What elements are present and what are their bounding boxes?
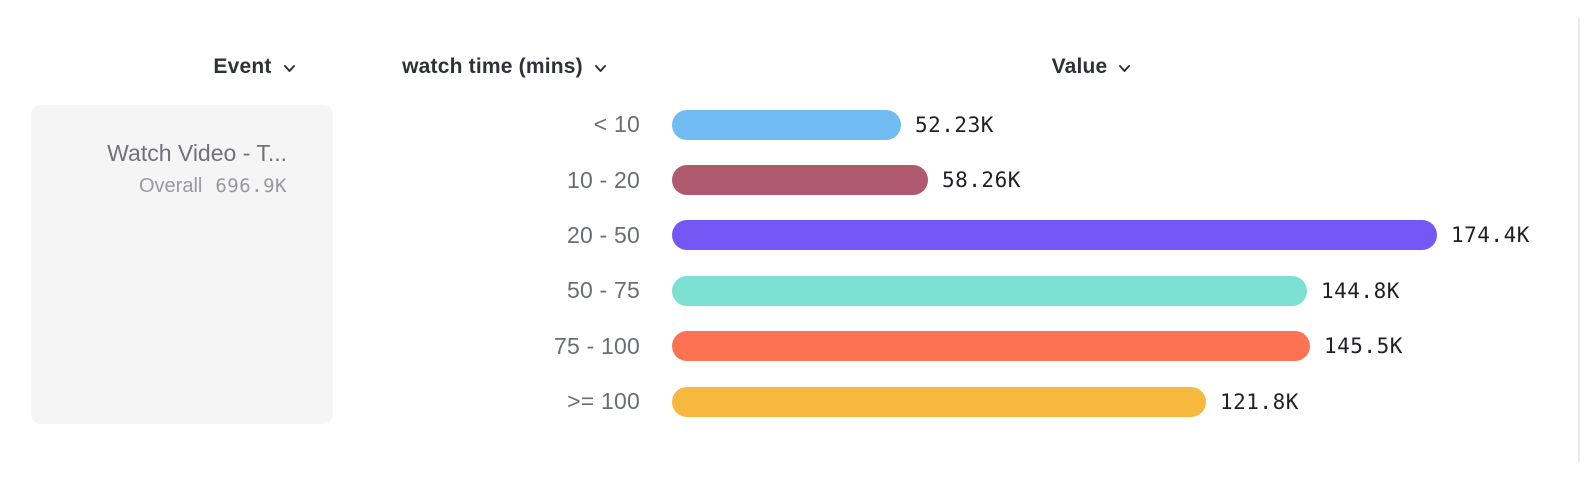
category-label: < 10 <box>593 111 640 138</box>
column-header-value-label: Value <box>1051 55 1108 78</box>
chart-row: < 10 52.23K <box>0 97 1584 152</box>
overall-value: 696.9K <box>215 175 287 197</box>
card-right-border <box>1578 18 1580 462</box>
value-label: 144.8K <box>1321 278 1400 303</box>
category-label: 20 - 50 <box>566 221 640 248</box>
value-label: 145.5K <box>1324 334 1403 359</box>
event-overall-row: Overall 696.9K <box>31 175 287 198</box>
category-label: 50 - 75 <box>566 277 640 304</box>
bar-wrap: 144.8K <box>672 275 1400 306</box>
bar[interactable] <box>672 331 1310 362</box>
category-label: 75 - 100 <box>554 332 640 359</box>
value-label: 58.26K <box>942 168 1021 193</box>
chart-row: 20 - 50 174.4K <box>0 208 1584 263</box>
chart-row: 75 - 100 145.5K <box>0 319 1584 374</box>
chevron-down-icon <box>1117 61 1132 76</box>
chart-row: 50 - 75 144.8K <box>0 263 1584 318</box>
bar-wrap: 145.5K <box>672 331 1403 362</box>
value-label: 174.4K <box>1451 223 1530 248</box>
chart-row: 10 - 20 58.26K <box>0 152 1584 207</box>
bar[interactable] <box>672 109 901 140</box>
column-header-value[interactable]: Value <box>672 53 1512 81</box>
bar-wrap: 52.23K <box>672 109 994 140</box>
column-header-event-label: Event <box>213 55 272 78</box>
column-header-event[interactable]: Event <box>150 53 360 81</box>
bar[interactable] <box>672 165 928 196</box>
chart-rows: < 10 52.23K 10 - 20 58.26K 20 - 50 174.4… <box>0 97 1584 429</box>
chevron-down-icon <box>593 61 608 76</box>
chart-row: >= 100 121.8K <box>0 374 1584 429</box>
value-label: 121.8K <box>1220 389 1299 414</box>
category-label: 10 - 20 <box>566 166 640 193</box>
chevron-down-icon <box>282 61 297 76</box>
overall-label: Overall <box>139 175 203 197</box>
bar-wrap: 174.4K <box>672 220 1530 251</box>
bar[interactable] <box>672 275 1307 306</box>
event-name: Watch Video - T... <box>107 140 287 166</box>
category-label: >= 100 <box>567 388 640 415</box>
column-header-watch-time[interactable]: watch time (mins) <box>340 53 670 81</box>
bar[interactable] <box>672 386 1206 417</box>
bar-wrap: 58.26K <box>672 165 1021 196</box>
event-cell[interactable]: Watch Video - T... Overall 696.9K <box>31 105 333 424</box>
column-header-watch-time-label: watch time (mins) <box>402 55 583 78</box>
value-label: 52.23K <box>915 112 994 137</box>
bar-wrap: 121.8K <box>672 386 1299 417</box>
bar[interactable] <box>672 220 1437 251</box>
